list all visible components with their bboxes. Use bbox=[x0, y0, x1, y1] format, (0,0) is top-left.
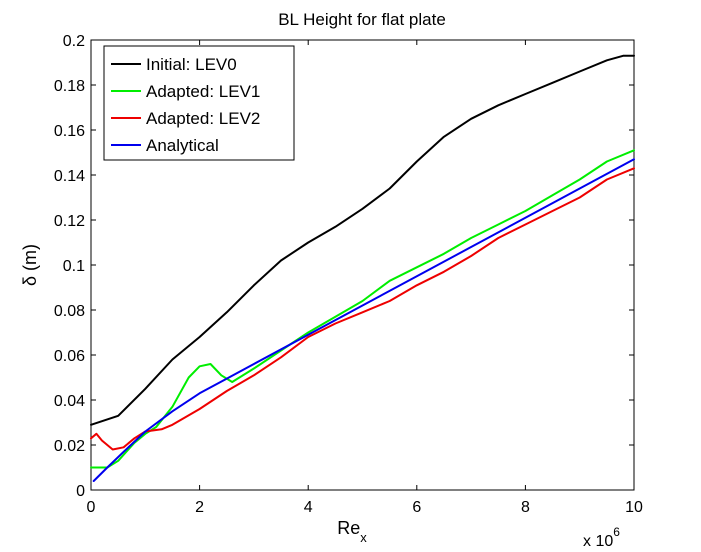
y-tick-label: 0.12 bbox=[54, 213, 85, 230]
x-tick-label: 2 bbox=[195, 499, 204, 516]
x-axis-label-main: Re bbox=[337, 518, 360, 538]
x-tick-label: 0 bbox=[87, 499, 96, 516]
y-tick-label: 0.08 bbox=[54, 303, 85, 320]
y-tick-label: 0.2 bbox=[63, 33, 85, 50]
y-axis-label: δ (m) bbox=[20, 244, 40, 286]
series-line-adapted-lev2 bbox=[90, 167, 635, 451]
series-group bbox=[90, 54, 635, 482]
x-scale-factor: x 106 bbox=[583, 525, 620, 550]
y-tick-label: 0.18 bbox=[54, 78, 85, 95]
x-axis-label: Rex bbox=[337, 518, 367, 545]
chart-title: BL Height for flat plate bbox=[278, 10, 446, 29]
legend: Initial: LEV0 Adapted: LEV1 Adapted: LEV2 A… bbox=[103, 45, 295, 161]
y-tick-label: 0.1 bbox=[63, 258, 85, 275]
legend-label-initial-lev0: Initial: LEV0 bbox=[146, 55, 237, 74]
x-axis-ticks: 0 2 4 6 8 10 bbox=[87, 40, 643, 516]
y-tick-label: 0 bbox=[76, 483, 85, 500]
x-tick-label: 6 bbox=[412, 499, 421, 516]
y-tick-label: 0.16 bbox=[54, 123, 85, 140]
legend-label-analytical: Analytical bbox=[146, 136, 219, 155]
x-tick-label: 10 bbox=[625, 499, 643, 516]
y-tick-label: 0.06 bbox=[54, 348, 85, 365]
y-axis-ticks: 0 0.02 0.04 0.06 0.08 0.1 0.12 0.14 0.16 0.18 0.2 bbox=[54, 33, 634, 500]
x-scale-exponent: 6 bbox=[613, 525, 620, 539]
series-line-analytical bbox=[92, 158, 635, 482]
x-axis-label-subscript: x bbox=[360, 530, 367, 545]
x-scale-label: x 10 bbox=[583, 533, 613, 550]
y-tick-label: 0.02 bbox=[54, 438, 85, 455]
legend-label-adapted-lev2: Adapted: LEV2 bbox=[146, 109, 260, 128]
series-line-initial-lev0 bbox=[90, 54, 635, 426]
legend-label-adapted-lev1: Adapted: LEV1 bbox=[146, 82, 260, 101]
x-tick-label: 8 bbox=[521, 499, 530, 516]
y-tick-label: 0.04 bbox=[54, 393, 85, 410]
y-tick-label: 0.14 bbox=[54, 168, 85, 185]
x-tick-label: 4 bbox=[304, 499, 313, 516]
